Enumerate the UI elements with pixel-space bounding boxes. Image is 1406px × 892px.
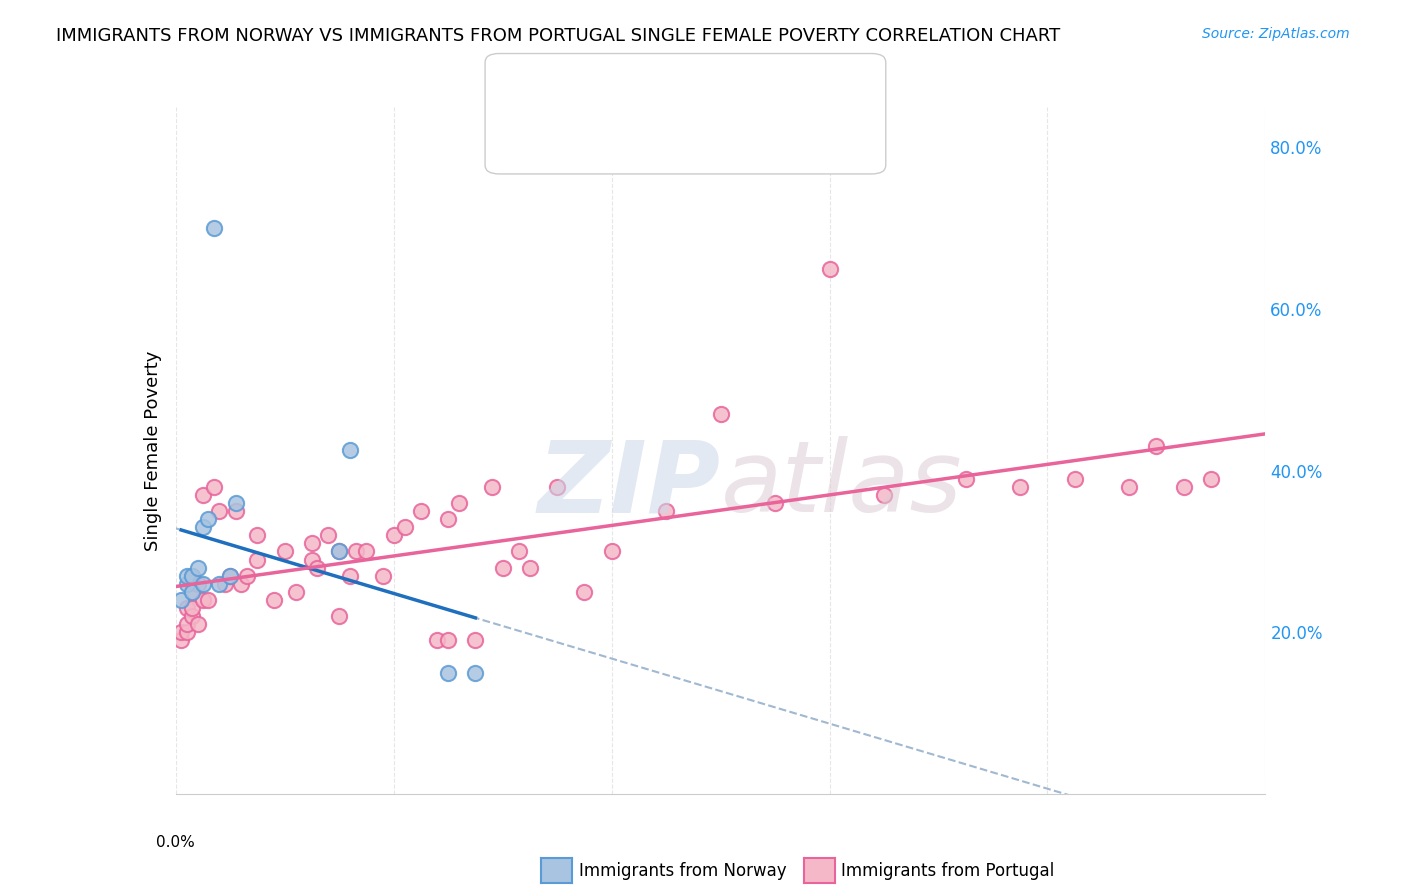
Point bbox=[339, 443, 361, 458]
Point bbox=[219, 568, 242, 582]
Point bbox=[181, 585, 204, 599]
Point bbox=[574, 585, 596, 599]
Point bbox=[225, 504, 247, 518]
Point bbox=[263, 593, 285, 607]
Point bbox=[328, 544, 350, 558]
Point bbox=[225, 496, 247, 510]
Point bbox=[176, 576, 198, 591]
Point bbox=[170, 633, 193, 648]
Point bbox=[710, 407, 733, 421]
Point bbox=[181, 568, 204, 582]
Point bbox=[1199, 472, 1222, 486]
Text: IMMIGRANTS FROM NORWAY VS IMMIGRANTS FROM PORTUGAL SINGLE FEMALE POVERTY CORRELA: IMMIGRANTS FROM NORWAY VS IMMIGRANTS FRO… bbox=[56, 27, 1060, 45]
Point bbox=[1010, 480, 1032, 494]
Text: 17: 17 bbox=[763, 87, 786, 105]
Point bbox=[955, 472, 977, 486]
Point bbox=[186, 576, 209, 591]
Point bbox=[191, 593, 214, 607]
Point bbox=[301, 552, 323, 566]
Text: N =: N = bbox=[707, 129, 747, 147]
Point bbox=[235, 568, 257, 582]
Point bbox=[394, 520, 416, 534]
Point bbox=[176, 617, 198, 632]
Point bbox=[208, 576, 231, 591]
Text: 0.316: 0.316 bbox=[614, 129, 665, 147]
Point bbox=[170, 625, 193, 640]
Point bbox=[464, 665, 486, 680]
Text: Immigrants from Norway: Immigrants from Norway bbox=[579, 862, 787, 880]
Text: 0.323: 0.323 bbox=[614, 87, 666, 105]
Text: Source: ZipAtlas.com: Source: ZipAtlas.com bbox=[1202, 27, 1350, 41]
Point bbox=[1144, 439, 1167, 453]
Point bbox=[191, 576, 214, 591]
Text: R =: R = bbox=[558, 129, 598, 147]
Point bbox=[197, 593, 219, 607]
Point bbox=[318, 528, 340, 542]
Point bbox=[301, 536, 323, 550]
Point bbox=[191, 488, 214, 502]
Point bbox=[328, 544, 350, 558]
Point bbox=[176, 625, 198, 640]
Point bbox=[508, 544, 530, 558]
Point bbox=[464, 633, 486, 648]
Point bbox=[600, 544, 623, 558]
Text: 63: 63 bbox=[763, 129, 786, 147]
Point bbox=[181, 568, 204, 582]
Point bbox=[231, 576, 253, 591]
Point bbox=[655, 504, 678, 518]
Text: Immigrants from Portugal: Immigrants from Portugal bbox=[841, 862, 1054, 880]
Point bbox=[481, 480, 503, 494]
Text: R =: R = bbox=[558, 87, 598, 105]
Point bbox=[176, 568, 198, 582]
Point bbox=[447, 496, 470, 510]
Point bbox=[763, 496, 786, 510]
Point bbox=[1118, 480, 1140, 494]
Point bbox=[219, 568, 242, 582]
Point bbox=[546, 480, 568, 494]
Point bbox=[382, 528, 405, 542]
Point bbox=[437, 512, 460, 526]
Point bbox=[170, 593, 193, 607]
Text: ZIP: ZIP bbox=[537, 436, 721, 533]
Point bbox=[186, 617, 209, 632]
Point bbox=[307, 560, 329, 574]
Point bbox=[202, 221, 225, 235]
Point bbox=[409, 504, 432, 518]
Point bbox=[873, 488, 896, 502]
Point bbox=[339, 568, 361, 582]
Point bbox=[202, 480, 225, 494]
Point bbox=[426, 633, 449, 648]
Point bbox=[197, 512, 219, 526]
Point bbox=[246, 552, 269, 566]
Point bbox=[437, 665, 460, 680]
Y-axis label: Single Female Poverty: Single Female Poverty bbox=[143, 351, 162, 550]
Text: 0.0%: 0.0% bbox=[156, 835, 195, 850]
Point bbox=[176, 601, 198, 615]
Point bbox=[181, 585, 204, 599]
Point bbox=[214, 576, 236, 591]
Point bbox=[437, 633, 460, 648]
Point bbox=[246, 528, 269, 542]
Point bbox=[344, 544, 367, 558]
Point bbox=[274, 544, 297, 558]
Point bbox=[1173, 480, 1195, 494]
Point bbox=[492, 560, 515, 574]
Point bbox=[208, 504, 231, 518]
Point bbox=[356, 544, 378, 558]
Point bbox=[519, 560, 541, 574]
Point bbox=[186, 560, 209, 574]
Text: N =: N = bbox=[707, 87, 747, 105]
Point bbox=[1063, 472, 1085, 486]
Point bbox=[181, 601, 204, 615]
Point bbox=[181, 609, 204, 624]
Point bbox=[818, 261, 841, 276]
Text: atlas: atlas bbox=[721, 436, 962, 533]
Point bbox=[328, 609, 350, 624]
Point bbox=[191, 520, 214, 534]
Point bbox=[284, 585, 307, 599]
Point bbox=[371, 568, 394, 582]
